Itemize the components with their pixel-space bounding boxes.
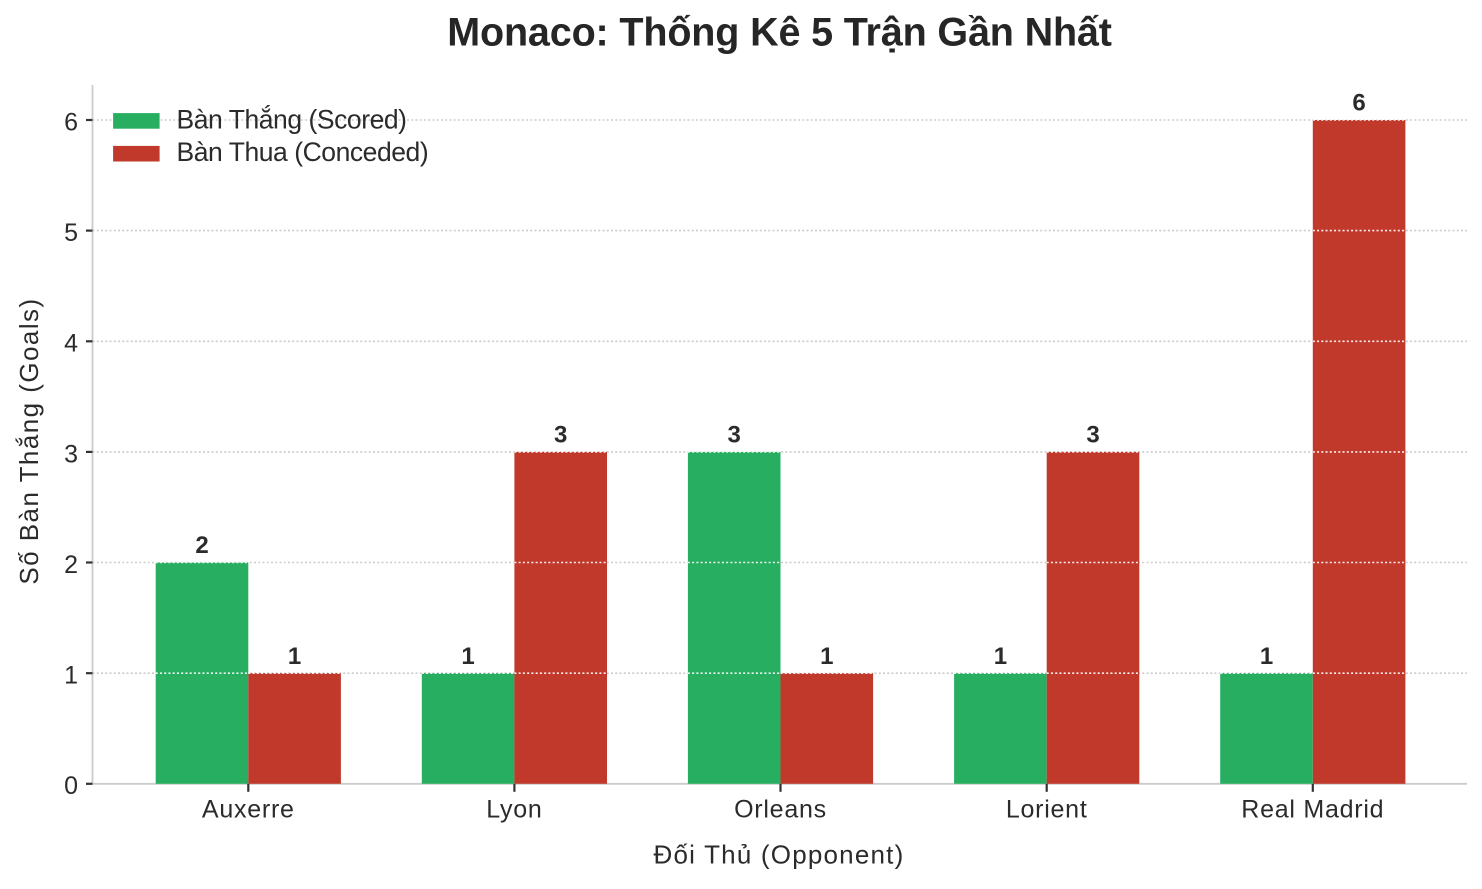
- svg-text:6: 6: [64, 108, 78, 136]
- svg-text:Bàn Thắng (Scored): Bàn Thắng (Scored): [177, 104, 407, 134]
- svg-text:1: 1: [994, 643, 1007, 670]
- svg-text:3: 3: [64, 440, 78, 468]
- svg-text:0: 0: [64, 772, 78, 800]
- svg-text:3: 3: [728, 422, 741, 449]
- svg-text:1: 1: [1260, 643, 1273, 670]
- svg-text:2: 2: [195, 532, 208, 559]
- svg-text:5: 5: [64, 219, 78, 247]
- svg-text:1: 1: [64, 662, 78, 690]
- svg-text:2: 2: [64, 551, 78, 579]
- svg-text:1: 1: [820, 643, 833, 670]
- svg-text:Bàn Thua (Conceded): Bàn Thua (Conceded): [177, 137, 429, 167]
- svg-text:1: 1: [288, 643, 301, 670]
- svg-text:Monaco: Thống Kê 5 Trận Gần Nh: Monaco: Thống Kê 5 Trận Gần Nhất: [447, 10, 1112, 54]
- svg-text:Lyon: Lyon: [486, 796, 542, 824]
- svg-text:Đối Thủ (Opponent): Đối Thủ (Opponent): [654, 839, 905, 869]
- svg-text:Số Bàn Thắng (Goals): Số Bàn Thắng (Goals): [14, 297, 44, 584]
- svg-text:6: 6: [1352, 90, 1365, 117]
- svg-text:3: 3: [1086, 422, 1099, 449]
- svg-text:Auxerre: Auxerre: [202, 796, 295, 824]
- svg-text:Real Madrid: Real Madrid: [1241, 796, 1384, 824]
- svg-text:Lorient: Lorient: [1006, 796, 1088, 824]
- svg-text:Orleans: Orleans: [734, 796, 827, 824]
- svg-text:1: 1: [461, 643, 474, 670]
- svg-text:4: 4: [64, 330, 78, 358]
- svg-text:3: 3: [554, 422, 567, 449]
